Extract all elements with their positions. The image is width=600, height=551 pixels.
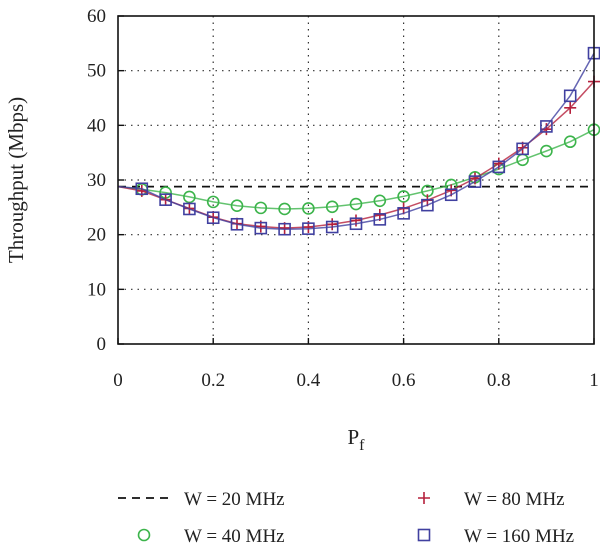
y-tick-label: 60 bbox=[87, 6, 106, 27]
data-point-square bbox=[325, 220, 339, 234]
x-tick-label: 0.6 bbox=[392, 370, 416, 391]
data-point-circle bbox=[325, 200, 339, 214]
x-tick-label: 0.2 bbox=[201, 370, 225, 391]
y-tick-label: 30 bbox=[87, 170, 106, 191]
legend-label: W = 40 MHz bbox=[184, 526, 285, 547]
data-point-circle bbox=[563, 135, 577, 149]
data-point-square bbox=[159, 193, 172, 206]
y-tick-label: 50 bbox=[87, 61, 106, 82]
data-point-plus bbox=[326, 218, 339, 231]
data-point-circle bbox=[254, 201, 268, 215]
data-point-circle bbox=[206, 195, 220, 209]
series-line bbox=[117, 52, 595, 230]
data-point-square bbox=[135, 182, 149, 196]
legend-item: W = 20 MHz bbox=[118, 489, 285, 510]
x-axis-title-subscript: f bbox=[359, 437, 365, 454]
legend-label: W = 20 MHz bbox=[184, 489, 285, 510]
series-line bbox=[117, 129, 595, 210]
data-point-circle bbox=[349, 197, 363, 211]
legend-item: W = 40 MHz bbox=[137, 526, 285, 547]
legend-item: W = 160 MHz bbox=[417, 526, 574, 547]
data-point-square bbox=[492, 160, 506, 174]
legend-swatch bbox=[418, 492, 430, 504]
data-point-plus bbox=[564, 101, 577, 114]
legend-label: W = 80 MHz bbox=[464, 489, 565, 510]
x-axis-title-main: P bbox=[347, 425, 359, 449]
data-point-circle bbox=[278, 202, 291, 216]
legend-item: W = 80 MHz bbox=[418, 489, 565, 510]
x-tick-label: 1 bbox=[589, 370, 599, 391]
data-point-square bbox=[254, 221, 268, 235]
x-tick-label: 0.4 bbox=[297, 370, 321, 391]
series-w-40-mhz bbox=[117, 123, 600, 216]
data-point-square bbox=[349, 217, 363, 231]
legend: W = 20 MHz W = 80 MHz W = 40 MHz W = 160 MH… bbox=[118, 489, 574, 547]
data-point-square bbox=[183, 202, 196, 216]
data-point-square bbox=[278, 222, 291, 236]
data-point-square bbox=[540, 120, 553, 133]
data-point-circle bbox=[397, 190, 410, 203]
series-layer bbox=[117, 46, 600, 236]
grid-lines bbox=[118, 16, 594, 344]
y-tick-label: 10 bbox=[87, 279, 106, 300]
y-tick-label: 20 bbox=[87, 225, 106, 246]
legend-swatch bbox=[137, 528, 151, 542]
x-tick-label: 0.8 bbox=[487, 370, 511, 391]
x-axis-title: Pf bbox=[347, 425, 365, 454]
data-point-circle bbox=[230, 199, 244, 212]
legend-label: W = 160 MHz bbox=[464, 526, 574, 547]
series-w-160-mhz bbox=[117, 46, 600, 236]
data-point-square bbox=[421, 198, 434, 212]
data-point-square bbox=[206, 211, 220, 225]
data-point-square bbox=[230, 217, 244, 231]
data-point-square bbox=[516, 142, 529, 156]
y-tick-label: 40 bbox=[87, 115, 106, 136]
y-tick-label: 0 bbox=[97, 334, 107, 355]
legend-swatch bbox=[417, 528, 431, 542]
data-point-square bbox=[563, 89, 577, 103]
data-point-square bbox=[302, 222, 315, 235]
data-point-square bbox=[373, 213, 387, 226]
data-point-square bbox=[397, 207, 410, 220]
data-point-square bbox=[444, 188, 458, 202]
data-point-circle bbox=[302, 202, 315, 215]
x-tick-label: 0 bbox=[113, 370, 123, 391]
plot-frame bbox=[117, 15, 595, 345]
data-point-square bbox=[468, 175, 482, 188]
y-axis-title: Throughput (Mbps) bbox=[4, 97, 28, 263]
data-point-circle bbox=[540, 144, 553, 158]
data-point-circle bbox=[373, 194, 387, 208]
